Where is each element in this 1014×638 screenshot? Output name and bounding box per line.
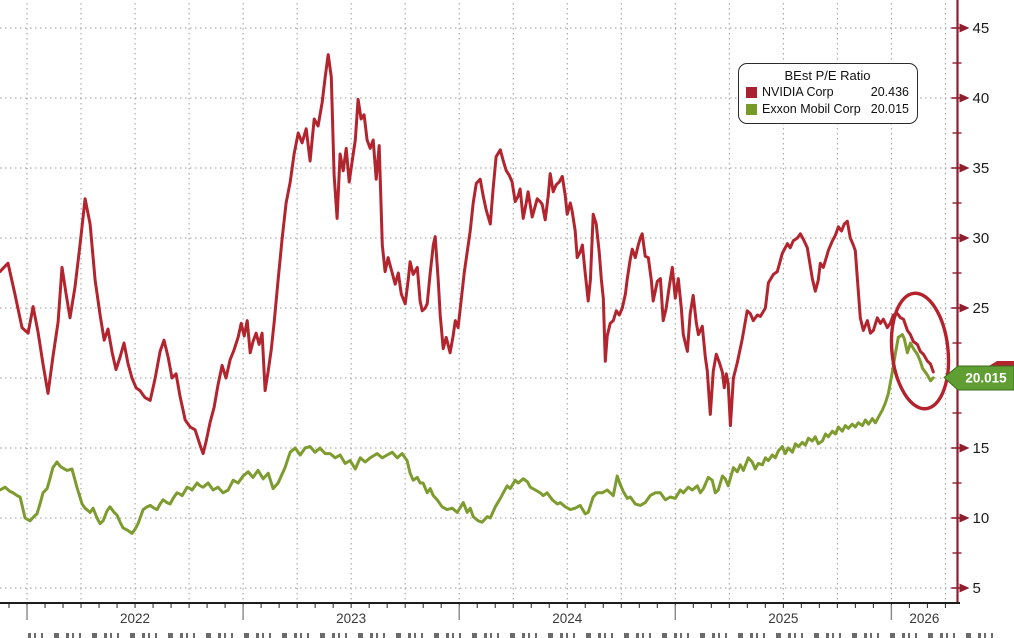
y-tick-arrow-icon	[959, 583, 970, 593]
exxon-last-value-text: 20.015	[965, 371, 1007, 386]
highlight-circle-annotation	[889, 291, 951, 411]
exxon-legend-value: 20.015	[870, 102, 909, 116]
legend: BEst P/E Ratio NVIDIA Corp 20.436 Exxon …	[738, 63, 918, 124]
series-line-exxon	[0, 333, 935, 535]
y-tick-label: 10	[973, 510, 990, 527]
x-year-label: 2022	[120, 611, 150, 626]
y-tick-label: 25	[973, 300, 990, 317]
y-tick-arrow-icon	[959, 163, 970, 173]
y-tick-arrow-icon	[959, 233, 970, 243]
clipped-footer-text	[28, 633, 994, 638]
exxon-last-value-tag: 20.015	[943, 365, 1014, 391]
y-tick-label: 30	[973, 230, 990, 247]
y-tick-label: 5	[973, 580, 981, 597]
x-year-label: 2024	[552, 611, 583, 626]
legend-row-exxon: Exxon Mobil Corp 20.015	[746, 101, 909, 118]
legend-title: BEst P/E Ratio	[784, 68, 871, 83]
x-year-label: 2026	[909, 611, 939, 626]
y-tick-arrow-icon	[959, 513, 970, 523]
axes	[0, 0, 960, 604]
nvidia-legend-value: 20.436	[870, 85, 909, 99]
exxon-legend-label: Exxon Mobil Corp	[762, 102, 861, 116]
y-tick-arrow-icon	[959, 93, 970, 103]
series-lines	[0, 53, 935, 535]
series-line-nvidia	[0, 53, 935, 456]
y-tick-arrow-icon	[959, 303, 970, 313]
x-year-label: 2023	[336, 611, 366, 626]
nvidia-legend-label: NVIDIA Corp	[762, 85, 834, 99]
exxon-tag-shape	[943, 365, 1014, 391]
y-tick-label: 15	[973, 440, 990, 457]
y-tick-label: 40	[973, 90, 990, 107]
y-tick-arrow-icon	[959, 443, 970, 453]
legend-row-nvidia: NVIDIA Corp 20.436	[746, 84, 909, 101]
nvidia-swatch-icon	[746, 87, 757, 98]
y-tick-arrow-icon	[959, 23, 970, 33]
exxon-swatch-icon	[746, 104, 757, 115]
y-tick-label: 35	[973, 160, 990, 177]
x-year-label: 2025	[768, 611, 798, 626]
y-tick-label: 45	[973, 20, 990, 37]
